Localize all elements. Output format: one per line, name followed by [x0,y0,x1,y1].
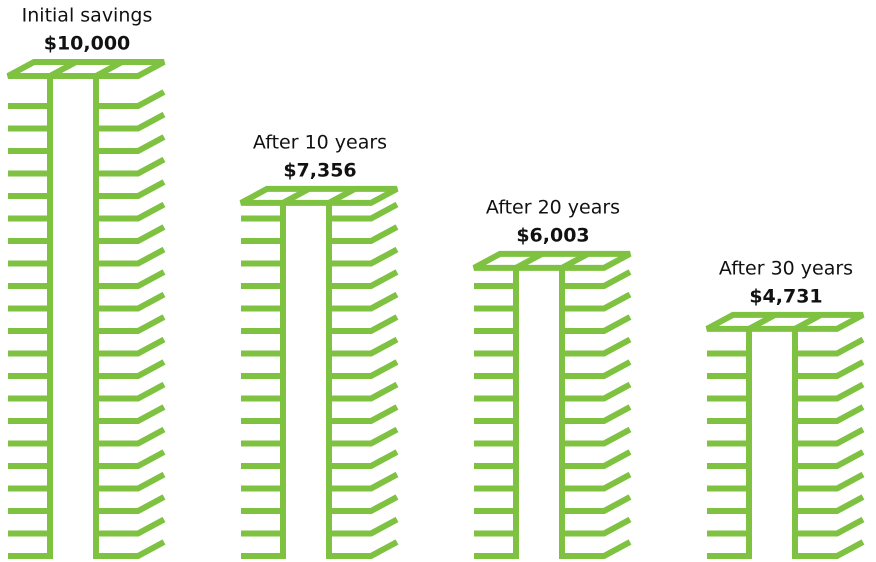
category-label: After 30 years [719,257,853,279]
stack-top [6,59,166,79]
stack-layer-right [795,539,865,559]
stack-layer-right [96,246,166,267]
stack-layer-right [96,314,166,334]
stack-layer-right [562,426,632,447]
stack-layer-right [96,336,166,357]
stack-layer-right [96,359,166,379]
stack-layer-right [795,494,865,514]
stack-layer-right [562,471,632,492]
stack-layer-right [562,494,632,514]
stack-layer-right [329,381,399,402]
stack-layer-right [329,201,399,222]
stack-layer-right [96,224,166,244]
stack-layer-right [562,291,632,312]
stack-layer-right [562,449,632,469]
stack-layer-right [562,516,632,537]
stack-layer-right [562,404,632,424]
stack-layer-right [795,404,865,424]
stack-layer-right [562,539,632,559]
stack-layer-right [96,156,166,177]
stack-layer-right [329,471,399,492]
stack-top-edge [281,186,311,206]
money-stack [6,59,166,559]
stack-layer-right [329,404,399,424]
stack-layer-right [96,471,166,492]
stack-layer-right [329,494,399,514]
stack-layer-right [96,134,166,154]
stack-layer-right [329,539,399,559]
stack-layer-right [795,336,865,357]
value-label: $6,003 [516,224,589,246]
stack-top-edge [560,251,590,271]
stack-layer-right [795,449,865,469]
value-label: $4,731 [749,285,822,307]
stack-layer-right [795,359,865,379]
stack-layer-right [329,449,399,469]
stack-layer-right [96,89,166,109]
money-stack [472,250,632,559]
stack-layer-right [96,381,166,402]
stack-layer-right [96,539,166,559]
category-label: Initial savings [22,5,153,27]
stack-layer-right [562,381,632,402]
stack-layer-right [96,201,166,222]
stack-layer-right [795,471,865,492]
stack-layer-right [795,426,865,447]
stack-layer-right [562,269,632,289]
stack-layer-right [329,336,399,357]
stack-layer-right [562,359,632,379]
stack-layer-right [96,269,166,289]
stack-layer-right [329,224,399,244]
stack-top-edge [327,186,357,206]
stack-top-edge [793,312,823,332]
stack-layer-right [795,381,865,402]
stack-layer-right [562,336,632,357]
stack-layer-right [329,269,399,289]
stack-top-edge [747,312,777,332]
stack-layer-right [329,246,399,267]
stack-layer-right [96,494,166,514]
stack-layer-right [329,516,399,537]
value-label: $7,356 [283,159,356,181]
stack-top-edge [94,59,124,79]
stack-layer-right [96,426,166,447]
stack-layer-right [329,426,399,447]
stack-top [472,250,632,271]
value-label: $10,000 [44,33,131,55]
money-stack [705,311,865,559]
stack-top [705,311,865,332]
stack-layer-right [329,359,399,379]
stack-layer-right [96,291,166,312]
category-label: After 10 years [253,131,387,153]
stack-layer-right [329,314,399,334]
stack-top-edge [514,251,544,271]
stack-top-edge [48,59,78,79]
stack-top [239,185,399,206]
stack-layer-right [96,516,166,537]
stack-layer-right [96,111,166,132]
money-stack [239,185,399,559]
stack-layer-right [96,179,166,199]
stack-layer-right [96,404,166,424]
stack-layer-right [795,516,865,537]
stack-layer-right [562,314,632,334]
stack-layer-right [96,449,166,469]
stack-layer-right [329,291,399,312]
category-label: After 20 years [486,196,620,218]
